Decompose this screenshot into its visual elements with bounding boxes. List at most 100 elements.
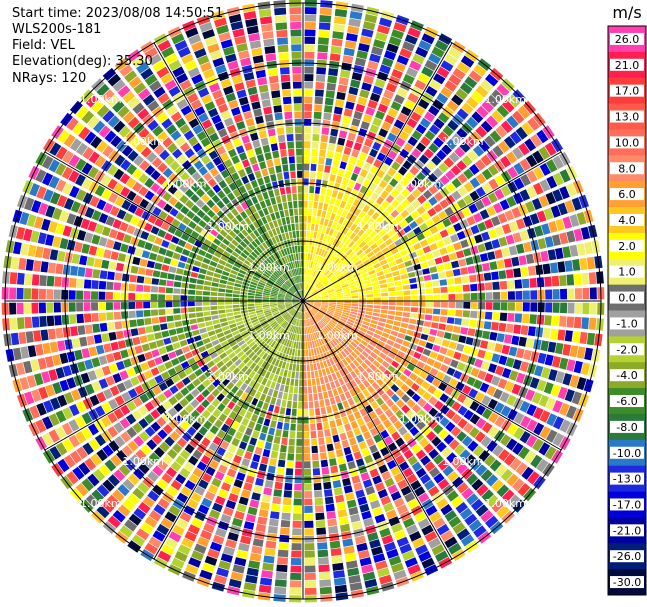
ppi-gate-cell <box>331 279 339 284</box>
ppi-gate-cell <box>305 292 311 298</box>
ppi-gate-cell <box>480 120 493 133</box>
ppi-gate-cell <box>333 23 345 32</box>
ppi-gate-cell <box>395 204 405 213</box>
ppi-gate-cell <box>328 290 335 294</box>
ppi-gate-cell <box>305 293 311 299</box>
ppi-gate-cell <box>455 88 468 101</box>
ppi-gate-cell <box>395 155 405 165</box>
ppi-gate-cell <box>536 210 547 223</box>
ppi-gate-cell <box>321 225 327 234</box>
ppi-gate-cell <box>326 243 332 251</box>
ppi-gate-cell <box>381 210 390 219</box>
ppi-gate-cell <box>331 221 338 230</box>
ppi-gate-cell <box>464 76 478 89</box>
ppi-gate-cell <box>433 167 444 178</box>
ppi-gate-cell <box>319 275 326 282</box>
ppi-gate-cell <box>486 94 500 108</box>
ppi-gate-cell <box>319 288 326 293</box>
ppi-gate-cell <box>329 263 335 271</box>
ppi-gate-cell <box>491 89 505 103</box>
ppi-gate-cell <box>467 265 476 274</box>
ppi-gate-cell <box>531 198 543 210</box>
ppi-gate-cell <box>313 270 318 278</box>
ppi-gate-cell <box>335 231 342 240</box>
ppi-gate-cell <box>310 231 314 239</box>
ppi-gate-cell <box>576 243 586 256</box>
ppi-gate-cell <box>428 53 441 65</box>
ppi-gate-cell <box>409 251 418 259</box>
ppi-gate-cell <box>496 259 505 269</box>
ppi-gate-cell <box>481 196 492 207</box>
ppi-gate-cell <box>329 236 335 245</box>
ppi-gate-cell <box>366 266 374 272</box>
ppi-gate-cell <box>355 237 363 246</box>
ppi-gate-cell <box>356 281 364 287</box>
ppi-gate-cell <box>380 145 390 156</box>
ppi-gate-cell <box>546 159 558 173</box>
ppi-gate-cell <box>441 301 448 308</box>
ppi-gate-cell <box>513 177 525 190</box>
ppi-gate-cell <box>494 174 506 186</box>
ppi-gate-cell <box>551 275 560 287</box>
ppi-gate-cell <box>547 249 557 261</box>
ppi-gate-cell <box>518 142 530 156</box>
ppi-gate-cell <box>358 43 370 53</box>
ppi-gate-cell <box>306 297 314 300</box>
ppi-gate-cell <box>360 255 369 262</box>
ppi-gate-cell <box>330 212 336 221</box>
ppi-gate-cell <box>328 68 339 77</box>
ppi-gate-cell <box>381 292 389 297</box>
ppi-gate-cell <box>411 130 423 141</box>
ppi-gate-cell <box>560 288 568 300</box>
ppi-gate-cell <box>446 244 455 253</box>
ppi-gate-cell <box>466 96 479 109</box>
ppi-gate-cell <box>344 170 352 179</box>
ppi-gate-cell <box>340 123 350 132</box>
ppi-gate-cell <box>388 260 397 267</box>
ppi-gate-cell <box>372 117 383 127</box>
ppi-gate-cell <box>369 255 377 262</box>
ppi-gate-cell <box>369 165 379 175</box>
ppi-gate-cell <box>374 78 386 89</box>
ppi-gate-cell <box>304 111 312 119</box>
ppi-gate-cell <box>354 208 362 217</box>
ppi-gate-cell <box>399 249 408 257</box>
ppi-gate-cell <box>363 178 371 188</box>
ppi-gate-cell <box>321 127 330 135</box>
ppi-gate-cell <box>309 277 314 284</box>
ppi-gate-cell <box>433 294 441 301</box>
ppi-gate-cell <box>349 11 363 20</box>
ppi-gate-cell <box>391 233 400 242</box>
ppi-gate-cell <box>310 246 315 254</box>
ppi-gate-cell <box>470 245 479 255</box>
ppi-gate-cell <box>309 178 316 186</box>
ppi-gate-cell <box>479 209 490 220</box>
ppi-gate-cell <box>304 29 316 37</box>
ppi-gate-cell <box>401 199 411 208</box>
ppi-gate-cell <box>396 193 405 203</box>
ppi-gate-cell <box>470 302 478 310</box>
ppi-gate-cell <box>313 295 321 298</box>
ppi-gate-cell <box>390 188 400 198</box>
ppi-gate-cell <box>506 115 519 129</box>
ppi-gate-cell <box>448 74 462 86</box>
ppi-gate-cell <box>362 204 371 213</box>
ppi-gate-cell <box>567 288 575 300</box>
ppi-gate-cell <box>351 301 359 304</box>
ppi-gate-cell <box>351 72 363 81</box>
ppi-gate-cell <box>316 171 323 180</box>
ppi-gate-cell <box>366 301 374 305</box>
ppi-gate-cell <box>314 194 320 202</box>
ppi-gate-cell <box>559 186 570 200</box>
ppi-gate-cell <box>395 285 403 291</box>
ppi-gate-cell <box>328 292 336 296</box>
ppi-gate-cell <box>315 263 320 270</box>
ppi-gate-cell <box>462 284 470 292</box>
ppi-gate-cell <box>306 293 312 299</box>
ppi-gate-cell <box>451 177 462 189</box>
ppi-gate-cell <box>455 250 465 259</box>
ppi-gate-cell <box>453 242 462 251</box>
ppi-gate-cell <box>413 226 422 235</box>
ppi-gate-cell <box>311 288 318 294</box>
ppi-gate-cell <box>317 240 323 248</box>
